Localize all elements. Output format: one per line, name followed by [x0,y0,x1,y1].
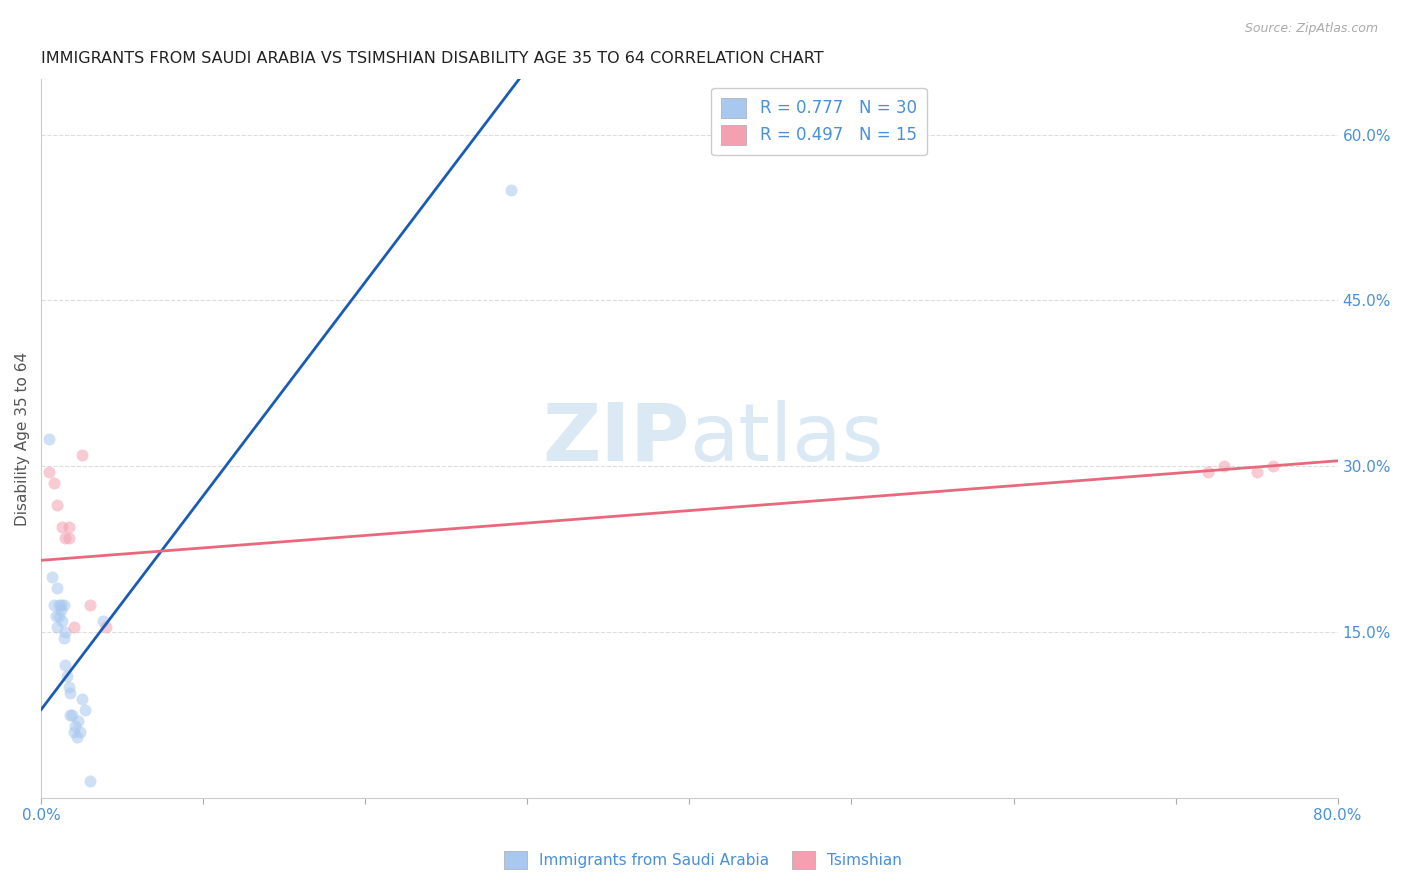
Point [66,731,89,745]
Point [51,614,73,628]
Point [55,625,77,640]
Point [52,598,75,612]
Point [63,719,86,733]
Point [1197,465,1219,479]
Point [55,531,77,545]
Point [55,658,77,673]
Point [60,708,83,723]
Point [59,708,82,723]
Point [52,631,75,645]
Point [1213,459,1236,474]
Text: Source: ZipAtlas.com: Source: ZipAtlas.com [1244,22,1378,36]
Point [62,620,84,634]
Point [56,669,79,683]
Point [48,598,70,612]
Point [70,448,93,462]
Point [45,608,67,623]
Point [49,598,72,612]
Point [51,520,73,534]
Point [67,714,90,728]
Point [46,581,69,595]
Legend: Immigrants from Saudi Arabia, Tsimshian: Immigrants from Saudi Arabia, Tsimshian [498,845,908,875]
Point [46,498,69,512]
Point [46,620,69,634]
Point [79,774,101,789]
Point [91,614,114,628]
Point [48,608,70,623]
Y-axis label: Disability Age 35 to 64: Disability Age 35 to 64 [15,351,30,525]
Point [69,724,91,739]
Point [79,598,101,612]
Point [62,724,84,739]
Point [1246,465,1268,479]
Point [73,703,96,717]
Point [94,620,117,634]
Point [58,531,80,545]
Text: IMMIGRANTS FROM SAUDI ARABIA VS TSIMSHIAN DISABILITY AGE 35 TO 64 CORRELATION CH: IMMIGRANTS FROM SAUDI ARABIA VS TSIMSHIA… [41,51,824,66]
Point [38,465,60,479]
Point [501,183,523,197]
Point [38,432,60,446]
Point [42,598,65,612]
Point [1261,459,1284,474]
Point [49,603,72,617]
Point [58,520,80,534]
Point [70,691,93,706]
Text: atlas: atlas [689,400,884,478]
Text: ZIP: ZIP [543,400,689,478]
Point [42,475,65,490]
Point [58,681,80,695]
Point [59,686,82,700]
Point [41,570,63,584]
Legend: R = 0.777   N = 30, R = 0.497   N = 15: R = 0.777 N = 30, R = 0.497 N = 15 [711,87,927,155]
